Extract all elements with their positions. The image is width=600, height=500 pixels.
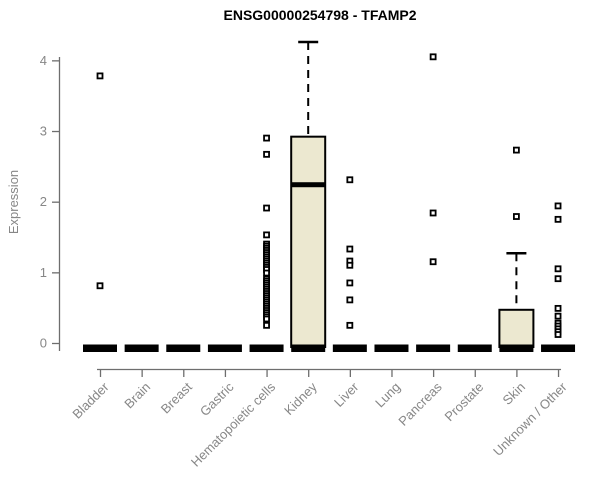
chart-title: ENSG00000254798 - TFAMP2 [223, 7, 417, 23]
x-tick-label-unknown-other: Unknown / Other [490, 379, 570, 459]
x-tick-label-gastric: Gastric [197, 379, 237, 419]
box-group-hematopoietic-cells [249, 134, 284, 352]
y-tick-label: 2 [40, 194, 47, 209]
box-group-pancreas [416, 53, 451, 352]
outlier-point [263, 269, 270, 277]
outlier-point [513, 213, 520, 220]
zero-median-bar [166, 344, 201, 352]
outlier-point [513, 146, 520, 154]
x-label-group: Skin [500, 379, 528, 407]
box-group-skin [498, 146, 535, 352]
box-group-kidney [290, 40, 327, 352]
outlier-point [346, 176, 354, 184]
x-tick-label-bladder: Bladder [69, 379, 112, 422]
zero-median-bar [541, 344, 576, 352]
x-tick-label-pancreas: Pancreas [395, 379, 445, 429]
x-label-group: Kidney [281, 379, 320, 418]
outlier-point [96, 282, 104, 290]
outlier-point [263, 321, 270, 329]
zero-median-bar [499, 344, 534, 352]
x-label-group: Unknown / Other [490, 379, 570, 459]
box-body [498, 308, 535, 348]
outlier-point [554, 331, 562, 338]
outlier-point [346, 279, 354, 287]
box-group-bladder [83, 72, 117, 352]
box-group-liver [332, 176, 367, 352]
outlier-point [263, 134, 270, 142]
zero-median-bar [416, 344, 451, 352]
outlier-point [346, 245, 354, 253]
outlier-point [263, 150, 270, 158]
y-tick-label: 1 [40, 265, 47, 280]
y-tick-label: 0 [40, 336, 47, 351]
box-group-gastric [207, 344, 242, 352]
outlier-point [429, 53, 437, 61]
x-tick-label-kidney: Kidney [281, 379, 320, 418]
x-tick-label-breast: Breast [158, 379, 195, 416]
outlier-point [429, 209, 437, 217]
outlier-point [554, 215, 562, 223]
zero-median-bar [374, 344, 409, 352]
outlier-point [346, 321, 354, 329]
outlier-point [346, 261, 354, 269]
outlier-point [263, 204, 270, 212]
zero-median-bar [249, 344, 284, 352]
outlier-point [263, 315, 270, 323]
x-tick-label-brain: Brain [121, 379, 153, 411]
outlier-point [554, 312, 562, 320]
zero-median-bar [83, 344, 117, 352]
median-line [291, 182, 326, 188]
x-label-group: Gastric [197, 379, 237, 419]
y-tick-label: 3 [40, 124, 47, 139]
x-tick-label-liver: Liver [331, 379, 362, 410]
x-label-group: Bladder [69, 379, 112, 422]
x-tick-label-prostate: Prostate [442, 379, 487, 424]
box-group-prostate [457, 344, 492, 352]
x-label-group: Brain [121, 379, 153, 411]
zero-median-bar [124, 344, 159, 352]
outlier-point [429, 258, 437, 266]
x-label-group: Liver [331, 379, 362, 410]
outlier-point [554, 265, 562, 273]
box-group-lung [374, 344, 409, 352]
x-label-group: Prostate [442, 379, 487, 424]
outlier-point [554, 304, 562, 312]
box-group-unknown-other [541, 202, 576, 352]
x-tick-label-lung: Lung [372, 379, 403, 410]
outlier-point [554, 202, 562, 210]
y-tick-label: 4 [40, 53, 47, 68]
box-body [290, 135, 327, 348]
zero-median-bar [457, 344, 492, 352]
x-label-group: Lung [372, 379, 403, 410]
x-label-group: Breast [158, 379, 195, 416]
zero-median-bar [291, 344, 326, 352]
zero-median-bar [332, 344, 367, 352]
zero-median-bar [207, 344, 242, 352]
outlier-point [263, 231, 270, 239]
box-group-brain [124, 344, 159, 352]
outlier-point [346, 296, 354, 304]
box-group-breast [166, 344, 201, 352]
outlier-point [554, 275, 562, 283]
x-label-group: Pancreas [395, 379, 445, 429]
outlier-point [96, 72, 104, 80]
x-tick-label-skin: Skin [500, 379, 528, 407]
